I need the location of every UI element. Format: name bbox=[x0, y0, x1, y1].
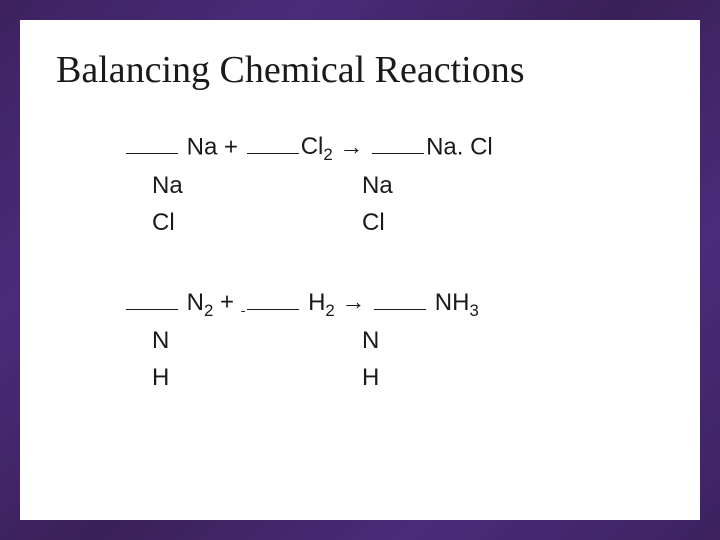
plus-sign: + bbox=[224, 133, 238, 160]
arrow: → bbox=[341, 289, 365, 316]
coefficient-blank bbox=[374, 283, 426, 309]
element-tally-2: N H N H bbox=[124, 322, 664, 396]
tally-element: Cl bbox=[362, 204, 393, 241]
slide-title: Balancing Chemical Reactions bbox=[56, 48, 664, 92]
tally-left: Na Cl bbox=[152, 167, 362, 241]
tally-element: N bbox=[152, 322, 362, 359]
tally-left: N H bbox=[152, 322, 362, 396]
product-1: NH3 bbox=[435, 289, 479, 316]
reactant-2: H2 bbox=[308, 289, 335, 316]
equation-2-block: N2 + - H2 → NH3 N H N H bbox=[124, 283, 664, 396]
slide-content: Na + Cl2 → Na. Cl Na Cl Na Cl bbox=[56, 128, 664, 396]
tally-element: H bbox=[152, 359, 362, 396]
equation-1-block: Na + Cl2 → Na. Cl Na Cl Na Cl bbox=[124, 128, 664, 241]
equation-1: Na + Cl2 → Na. Cl bbox=[124, 128, 664, 167]
coefficient-blank bbox=[247, 283, 299, 309]
product-1: Na. Cl bbox=[426, 133, 493, 160]
arrow: → bbox=[339, 133, 363, 160]
slide: Balancing Chemical Reactions Na + Cl2 → … bbox=[20, 20, 700, 520]
coefficient-blank bbox=[247, 128, 299, 154]
tally-element: N bbox=[362, 322, 379, 359]
tally-element: Cl bbox=[152, 204, 362, 241]
reactant-2: Cl2 bbox=[301, 133, 333, 160]
tally-element: Na bbox=[152, 167, 362, 204]
reactant-1: N2 bbox=[187, 289, 214, 316]
coefficient-blank bbox=[126, 283, 178, 309]
stray-dash: - bbox=[241, 302, 246, 318]
tally-right: Na Cl bbox=[362, 167, 393, 241]
coefficient-blank bbox=[372, 128, 424, 154]
coefficient-blank bbox=[126, 128, 178, 154]
plus-sign: + bbox=[220, 289, 234, 316]
tally-element: H bbox=[362, 359, 379, 396]
reactant-1: Na bbox=[187, 133, 224, 160]
tally-right: N H bbox=[362, 322, 379, 396]
tally-element: Na bbox=[362, 167, 393, 204]
element-tally-1: Na Cl Na Cl bbox=[124, 167, 664, 241]
equation-2: N2 + - H2 → NH3 bbox=[124, 283, 664, 322]
